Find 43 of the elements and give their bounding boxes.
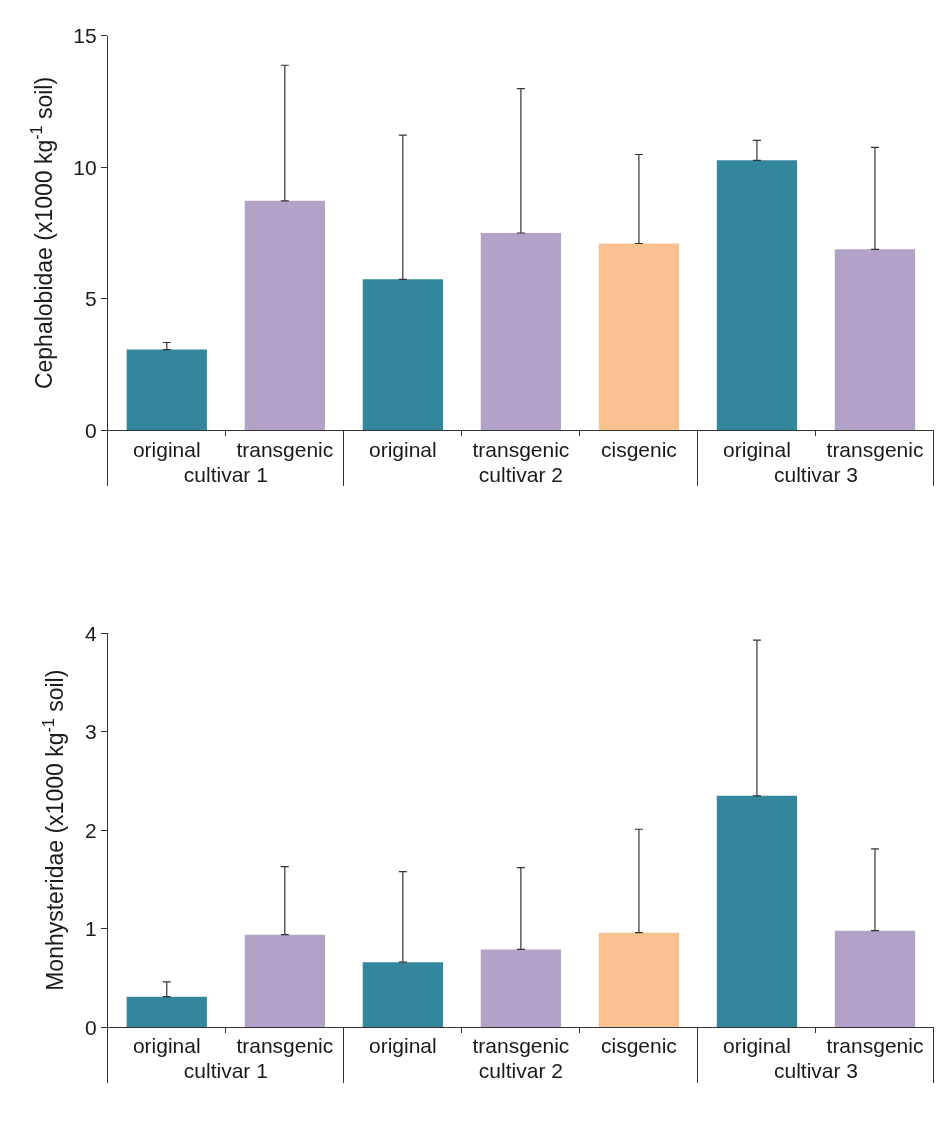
x-tick-label: original [368,1034,437,1058]
text: cultivar 1 [183,462,268,486]
y-tick-label: 5 [84,287,97,311]
y-tick-label: 0 [84,1015,97,1039]
bar [480,949,562,1028]
y-tick-label: 3 [84,720,97,744]
bar [716,795,798,1028]
x-tick-label: transgenic [472,1034,570,1058]
bar [598,932,680,1028]
x-tick-label: original [368,437,437,461]
x-tick-label: original [132,1034,201,1058]
text: cultivar 3 [773,462,858,486]
y-tick-label: 0 [84,418,97,442]
x-tick-label: original [723,437,791,461]
bar [834,249,916,431]
bar [362,279,443,431]
y-tick-label: 4 [84,621,97,645]
x-tick-label: transgenic [472,437,570,461]
bar [362,962,443,1028]
y-tick-label: 2 [84,818,97,842]
text: cultivar 3 [773,1059,858,1083]
x-tick-label: transgenic [236,437,334,461]
bar [716,160,798,431]
bar [244,200,325,431]
x-tick-label: transgenic [826,437,924,461]
text: cultivar 1 [183,1059,268,1083]
y-tick-label: 10 [73,155,97,179]
text: cultivar 2 [478,1059,563,1083]
bar [480,232,562,431]
x-tick-label: transgenic [826,1034,924,1058]
bar [834,930,916,1028]
x-tick-label: original [723,1034,791,1058]
x-tick-label: cisgenic [600,1034,677,1058]
x-tick-label: transgenic [236,1034,334,1058]
bar [126,349,207,431]
bar [598,243,680,431]
x-tick-label: cisgenic [600,437,677,461]
y-tick-label: 1 [84,917,97,941]
bar [126,996,207,1028]
bar [244,934,325,1028]
x-tick-label: original [132,437,201,461]
text: cultivar 2 [478,462,563,486]
y-tick-label: 15 [73,23,97,47]
